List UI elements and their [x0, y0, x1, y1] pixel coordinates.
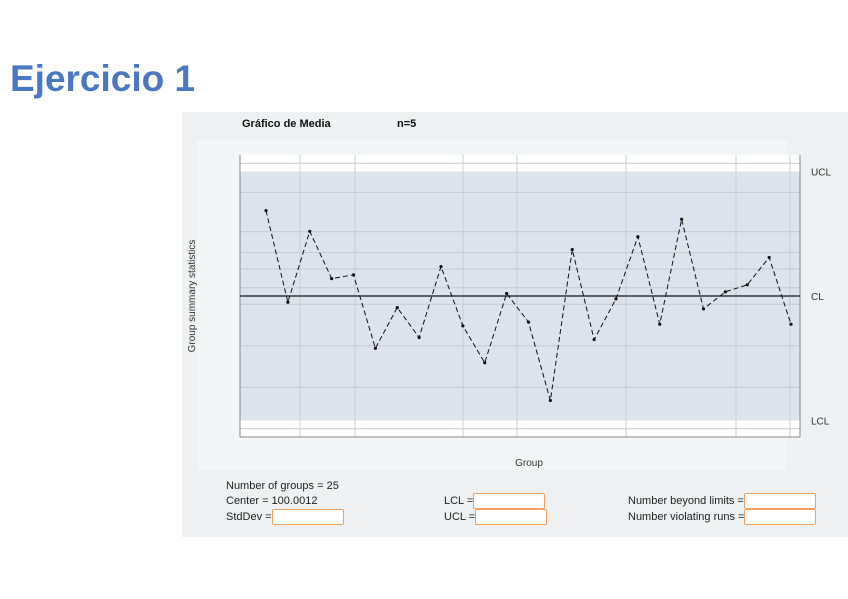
data-point	[680, 217, 684, 221]
slide-title: Ejercicio 1	[10, 58, 196, 99]
lcl-label: LCL	[811, 416, 830, 427]
y-axis-label: Group summary statistics	[187, 240, 198, 353]
data-point	[548, 398, 552, 403]
cl-label: CL	[811, 292, 824, 303]
data-point	[723, 290, 727, 294]
data-point	[264, 208, 268, 213]
ucl-input[interactable]	[475, 509, 548, 525]
violating-runs-label: Number violating runs =	[628, 510, 745, 523]
ucl-field-label: UCL =	[444, 510, 476, 523]
data-point	[417, 335, 421, 340]
x-axis-label: Group	[515, 458, 543, 469]
data-point	[330, 276, 334, 281]
chart-subtitle: n=5	[397, 118, 417, 130]
beyond-limits-input[interactable]	[743, 493, 816, 509]
groups-count: Number of groups = 25	[226, 480, 339, 492]
data-point	[483, 361, 487, 365]
stddev-label: StdDev =	[226, 510, 272, 523]
data-point	[526, 320, 531, 324]
data-point	[308, 229, 312, 233]
data-point	[570, 247, 574, 252]
lcl-input[interactable]	[473, 493, 546, 509]
data-point	[636, 235, 640, 239]
data-point	[701, 307, 706, 311]
data-point	[592, 337, 596, 342]
chart-title: Gráfico de Media	[242, 118, 331, 130]
beyond-limits-label: Number beyond limits =	[628, 494, 744, 507]
stddev-input[interactable]	[271, 509, 344, 525]
lcl-field-label: LCL =	[444, 494, 474, 507]
data-point	[745, 283, 749, 287]
data-point	[286, 300, 290, 304]
data-point	[789, 322, 793, 326]
ucl-label: UCL	[811, 168, 831, 179]
data-point	[373, 346, 377, 350]
data-point	[461, 324, 465, 328]
data-point	[351, 273, 356, 277]
data-point	[439, 264, 443, 269]
violating-runs-input[interactable]	[744, 509, 817, 525]
chart-panel: Gráfico de Media n=5 Group summary stati…	[182, 112, 848, 537]
data-point	[505, 291, 509, 296]
data-point	[395, 306, 399, 310]
data-point	[767, 255, 771, 260]
data-point	[658, 322, 662, 326]
control-chart: Group summary statistics Group UCL CL LC…	[187, 140, 831, 470]
center-value: Center = 100.0012	[226, 495, 318, 507]
data-point	[614, 297, 618, 301]
